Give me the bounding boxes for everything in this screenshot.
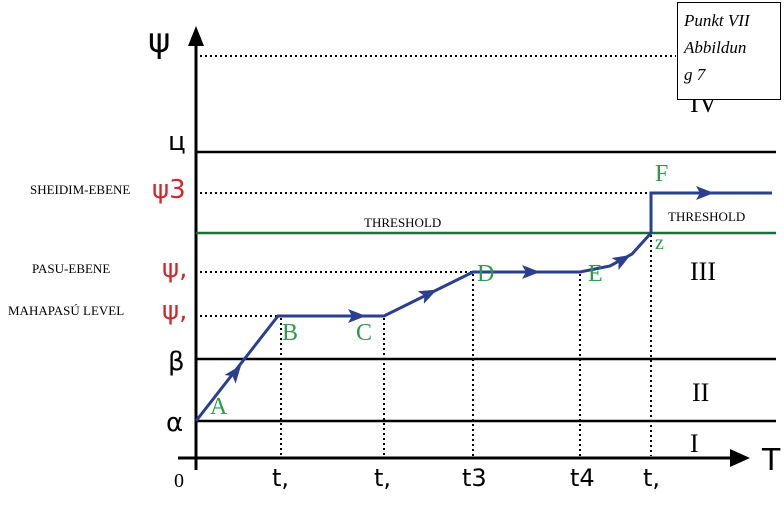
point-label-e: E — [588, 261, 603, 287]
sheidim-label: SHEIDIM-EBENE — [30, 182, 130, 197]
alpha-label: α — [166, 408, 183, 438]
x-tick-label: t, — [643, 464, 660, 492]
point-label-z: z — [655, 232, 664, 254]
trajectory-path — [194, 191, 772, 422]
pasu-symbol: ψ, — [162, 254, 187, 284]
pasu-label: PASU-EBENE — [32, 261, 110, 276]
point-label-c: C — [356, 320, 372, 346]
point-label-d: D — [477, 261, 494, 287]
mahapasu-label: MAHAPASÚ LEVEL — [8, 303, 124, 318]
threshold-label-right: THRESHOLD — [668, 209, 745, 224]
point-label-a: A — [210, 394, 228, 420]
path-arrow-cd — [417, 289, 437, 304]
path-arrow-ab — [224, 365, 242, 384]
beta-label: β — [168, 347, 185, 377]
note-line: g 7 — [684, 65, 706, 84]
path-arrow-ez — [611, 255, 631, 271]
path-arrow-bc — [348, 309, 366, 323]
point-label-f: F — [655, 161, 668, 187]
threshold-label: THRESHOLD — [364, 215, 441, 230]
zone-label-i: I — [690, 429, 699, 458]
y-axis-arrowhead — [188, 26, 204, 46]
note-line: Punkt VII — [684, 11, 750, 30]
path-arrow-f — [696, 186, 714, 200]
x-tick-label: t, — [374, 464, 391, 492]
mahapasu-symbol: ψ, — [162, 296, 187, 326]
y-axis-symbol: ψ — [148, 21, 170, 61]
note-line: Abbildun — [684, 38, 747, 57]
sheidim-symbol: ψ3 — [152, 175, 186, 205]
path-arrow-de — [522, 265, 540, 279]
zone-label-iii: III — [690, 257, 716, 286]
x-tick-label: t4 — [570, 464, 595, 492]
x-axis-arrowhead — [730, 449, 750, 467]
figure-note-box: Punkt VII Abbildun g 7 — [677, 2, 781, 100]
zone-label-ii: II — [692, 378, 709, 407]
point-label-b: B — [282, 320, 298, 346]
x-tick-label: t, — [272, 464, 289, 492]
x-tick-label: t3 — [462, 464, 487, 492]
x-axis-symbol: T — [761, 443, 781, 478]
tsadi-label: ц — [168, 127, 186, 157]
origin-label: 0 — [174, 470, 184, 492]
